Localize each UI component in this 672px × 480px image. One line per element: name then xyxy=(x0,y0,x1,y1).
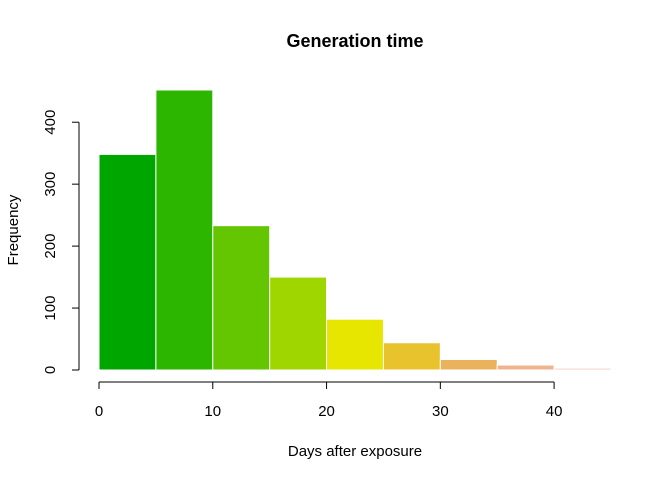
x-axis: 0 10 20 30 40 xyxy=(95,381,563,420)
x-axis-label: Days after exposure xyxy=(288,443,422,460)
y-tick-label-0: 0 xyxy=(42,366,59,374)
y-tick-label-1: 100 xyxy=(42,296,59,321)
y-axis-label: Frequency xyxy=(5,194,22,265)
bars-group xyxy=(98,89,612,371)
histogram-bar-2 xyxy=(212,225,271,371)
histogram-bar-0 xyxy=(98,153,157,371)
y-tick-label-3: 300 xyxy=(42,172,59,197)
chart-title: Generation time xyxy=(286,31,423,51)
y-axis: 0 100 200 300 400 xyxy=(42,110,80,374)
histogram-bar-7 xyxy=(496,364,555,371)
histogram-bar-4 xyxy=(326,318,384,371)
histogram-bar-6 xyxy=(439,358,498,371)
histogram-bar-1 xyxy=(155,89,214,371)
histogram-bar-8 xyxy=(553,367,612,371)
x-tick-label-1: 10 xyxy=(204,403,221,420)
y-tick-label-4: 400 xyxy=(42,110,59,135)
y-tick-label-2: 200 xyxy=(42,234,59,259)
histogram-bar-5 xyxy=(382,342,441,371)
x-tick-label-3: 30 xyxy=(432,403,449,420)
x-tick-label-2: 20 xyxy=(318,403,335,420)
x-tick-label-0: 0 xyxy=(95,403,103,420)
x-tick-label-4: 40 xyxy=(546,403,563,420)
histogram-bar-3 xyxy=(269,276,328,371)
